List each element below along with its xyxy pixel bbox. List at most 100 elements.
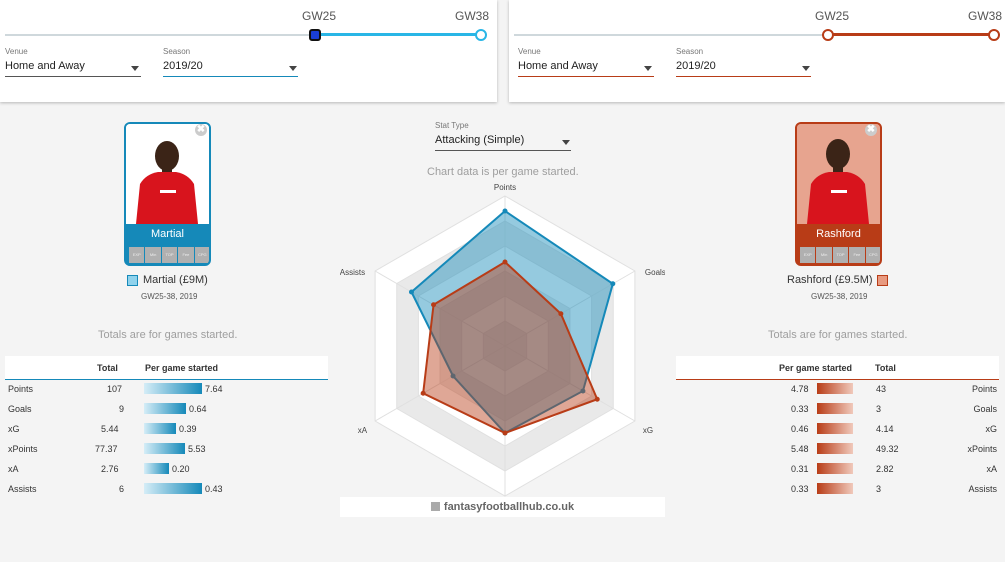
row-total: 3 bbox=[876, 484, 882, 494]
per-game-bar bbox=[817, 483, 853, 494]
per-game-bar bbox=[144, 443, 185, 454]
close-icon[interactable]: ✖ bbox=[195, 124, 207, 136]
row-total: 77.37 bbox=[95, 444, 118, 454]
player-name: Martial bbox=[150, 228, 184, 240]
row-label: Assists bbox=[968, 484, 997, 494]
radar-point bbox=[594, 396, 600, 402]
season-select[interactable]: 2019/20 bbox=[163, 60, 298, 77]
per-game-value: 7.64 bbox=[205, 384, 223, 394]
per-game-value: 5.48 bbox=[791, 444, 809, 454]
player-name: Rashford bbox=[816, 228, 861, 240]
radar-spoke bbox=[504, 345, 636, 422]
row-label: xA bbox=[8, 464, 19, 474]
row-total: 49.32 bbox=[876, 444, 899, 454]
stat-chip: EXP bbox=[129, 247, 145, 263]
gameweek-end-handle[interactable] bbox=[988, 29, 1000, 41]
gameweek-slider-rail[interactable] bbox=[514, 34, 828, 36]
radar-spoke bbox=[374, 270, 506, 347]
player-card-right[interactable]: Rashford EXP Min TOP Fee CPG bbox=[795, 122, 882, 266]
gameweek-start-handle[interactable] bbox=[822, 29, 834, 41]
row-total: 6 bbox=[119, 484, 125, 494]
legend-swatch-left bbox=[127, 275, 138, 286]
gameweek-slider-range[interactable] bbox=[315, 33, 481, 36]
radar-axis-label: Points bbox=[494, 183, 516, 192]
close-icon[interactable]: ✖ bbox=[865, 124, 877, 136]
watermark: fantasyfootballhub.co.uk bbox=[340, 497, 665, 517]
gw-start-label: GW25 bbox=[302, 9, 337, 23]
row-total: 2.76 bbox=[101, 464, 119, 474]
player-stat-chips: EXP Min TOP Fee CPG bbox=[129, 247, 209, 263]
stat-type-label: Stat Type bbox=[435, 121, 469, 130]
row-total: 4.14 bbox=[876, 424, 894, 434]
per-game-bar bbox=[817, 463, 853, 474]
row-label: Points bbox=[971, 384, 997, 394]
venue-label: Venue bbox=[518, 47, 541, 56]
gw-end-label: GW38 bbox=[455, 9, 490, 23]
per-game-value: 0.46 bbox=[791, 424, 809, 434]
season-select[interactable]: 2019/20 bbox=[676, 60, 811, 77]
per-game-value: 4.78 bbox=[791, 384, 809, 394]
per-game-bar bbox=[144, 403, 186, 414]
per-game-value: 0.20 bbox=[172, 464, 190, 474]
per-game-value: 0.31 bbox=[791, 464, 809, 474]
per-game-value: 0.39 bbox=[179, 424, 197, 434]
gameweek-slider-range[interactable] bbox=[828, 33, 994, 36]
per-game-value: 5.53 bbox=[188, 444, 206, 454]
range-right: GW25-38, 2019 bbox=[811, 292, 868, 301]
radar-point bbox=[408, 289, 414, 295]
col-per-game-header: Per game started bbox=[145, 363, 219, 373]
chart-note: Chart data is per game started. bbox=[427, 166, 579, 178]
logo-icon bbox=[430, 502, 440, 511]
right-filter-panel: GW25 GW38 Venue Home and Away Season 201… bbox=[509, 0, 1005, 102]
range-left: GW25-38, 2019 bbox=[141, 292, 198, 301]
gameweek-end-handle[interactable] bbox=[475, 29, 487, 41]
per-game-bar bbox=[144, 463, 169, 474]
row-total: 3 bbox=[876, 404, 882, 414]
gameweek-start-handle[interactable] bbox=[309, 29, 321, 41]
row-total: 107 bbox=[107, 384, 123, 394]
per-game-value: 0.43 bbox=[205, 484, 223, 494]
stats-table-header-left: Total Per game started bbox=[5, 356, 328, 380]
col-per-game-header: Per game started bbox=[779, 363, 853, 373]
radar-axis-label: xG bbox=[643, 426, 653, 435]
radar-point bbox=[502, 208, 508, 214]
radar-point bbox=[450, 373, 456, 379]
col-total-header: Total bbox=[875, 363, 896, 373]
per-game-value: 0.64 bbox=[189, 404, 207, 414]
chevron-down-icon[interactable] bbox=[802, 66, 810, 71]
stat-chip: Min bbox=[816, 247, 832, 263]
row-total: 43 bbox=[876, 384, 887, 394]
per-game-bar bbox=[817, 403, 853, 414]
row-label: xA bbox=[986, 464, 997, 474]
radar-point bbox=[420, 390, 426, 396]
chevron-down-icon[interactable] bbox=[131, 66, 139, 71]
row-label: Goals bbox=[973, 404, 997, 414]
per-game-value: 0.33 bbox=[791, 404, 809, 414]
stat-chip: TOP bbox=[832, 247, 849, 263]
stat-type-select[interactable]: Attacking (Simple) bbox=[435, 134, 571, 151]
stat-chip: EXP bbox=[800, 247, 816, 263]
stats-table-header-right: Per game started Total bbox=[676, 356, 999, 380]
row-label: Points bbox=[8, 384, 34, 394]
row-label: xG bbox=[8, 424, 20, 434]
chevron-down-icon[interactable] bbox=[644, 66, 652, 71]
radar-point bbox=[502, 259, 508, 265]
venue-select[interactable]: Home and Away bbox=[518, 60, 654, 77]
gameweek-slider-rail[interactable] bbox=[5, 34, 315, 36]
per-game-value: 0.33 bbox=[791, 484, 809, 494]
chevron-down-icon[interactable] bbox=[289, 66, 297, 71]
radar-section: Stat Type Attacking (Simple) Chart data … bbox=[340, 118, 665, 521]
row-label: xG bbox=[985, 424, 997, 434]
per-game-bar bbox=[144, 423, 176, 434]
row-label: Goals bbox=[8, 404, 32, 414]
venue-select[interactable]: Home and Away bbox=[5, 60, 141, 77]
player-card-left[interactable]: Martial EXP Min TOP Fee CPG bbox=[124, 122, 211, 266]
chevron-down-icon[interactable] bbox=[562, 140, 570, 145]
gw-start-label: GW25 bbox=[815, 9, 850, 23]
legend-swatch-right bbox=[877, 275, 888, 286]
row-total: 9 bbox=[119, 404, 125, 414]
radar-axis-label: xA bbox=[358, 426, 368, 435]
left-filter-panel: GW25 GW38 Venue Home and Away Season 201… bbox=[0, 0, 497, 102]
row-label: xPoints bbox=[8, 444, 38, 454]
season-label: Season bbox=[676, 47, 704, 56]
